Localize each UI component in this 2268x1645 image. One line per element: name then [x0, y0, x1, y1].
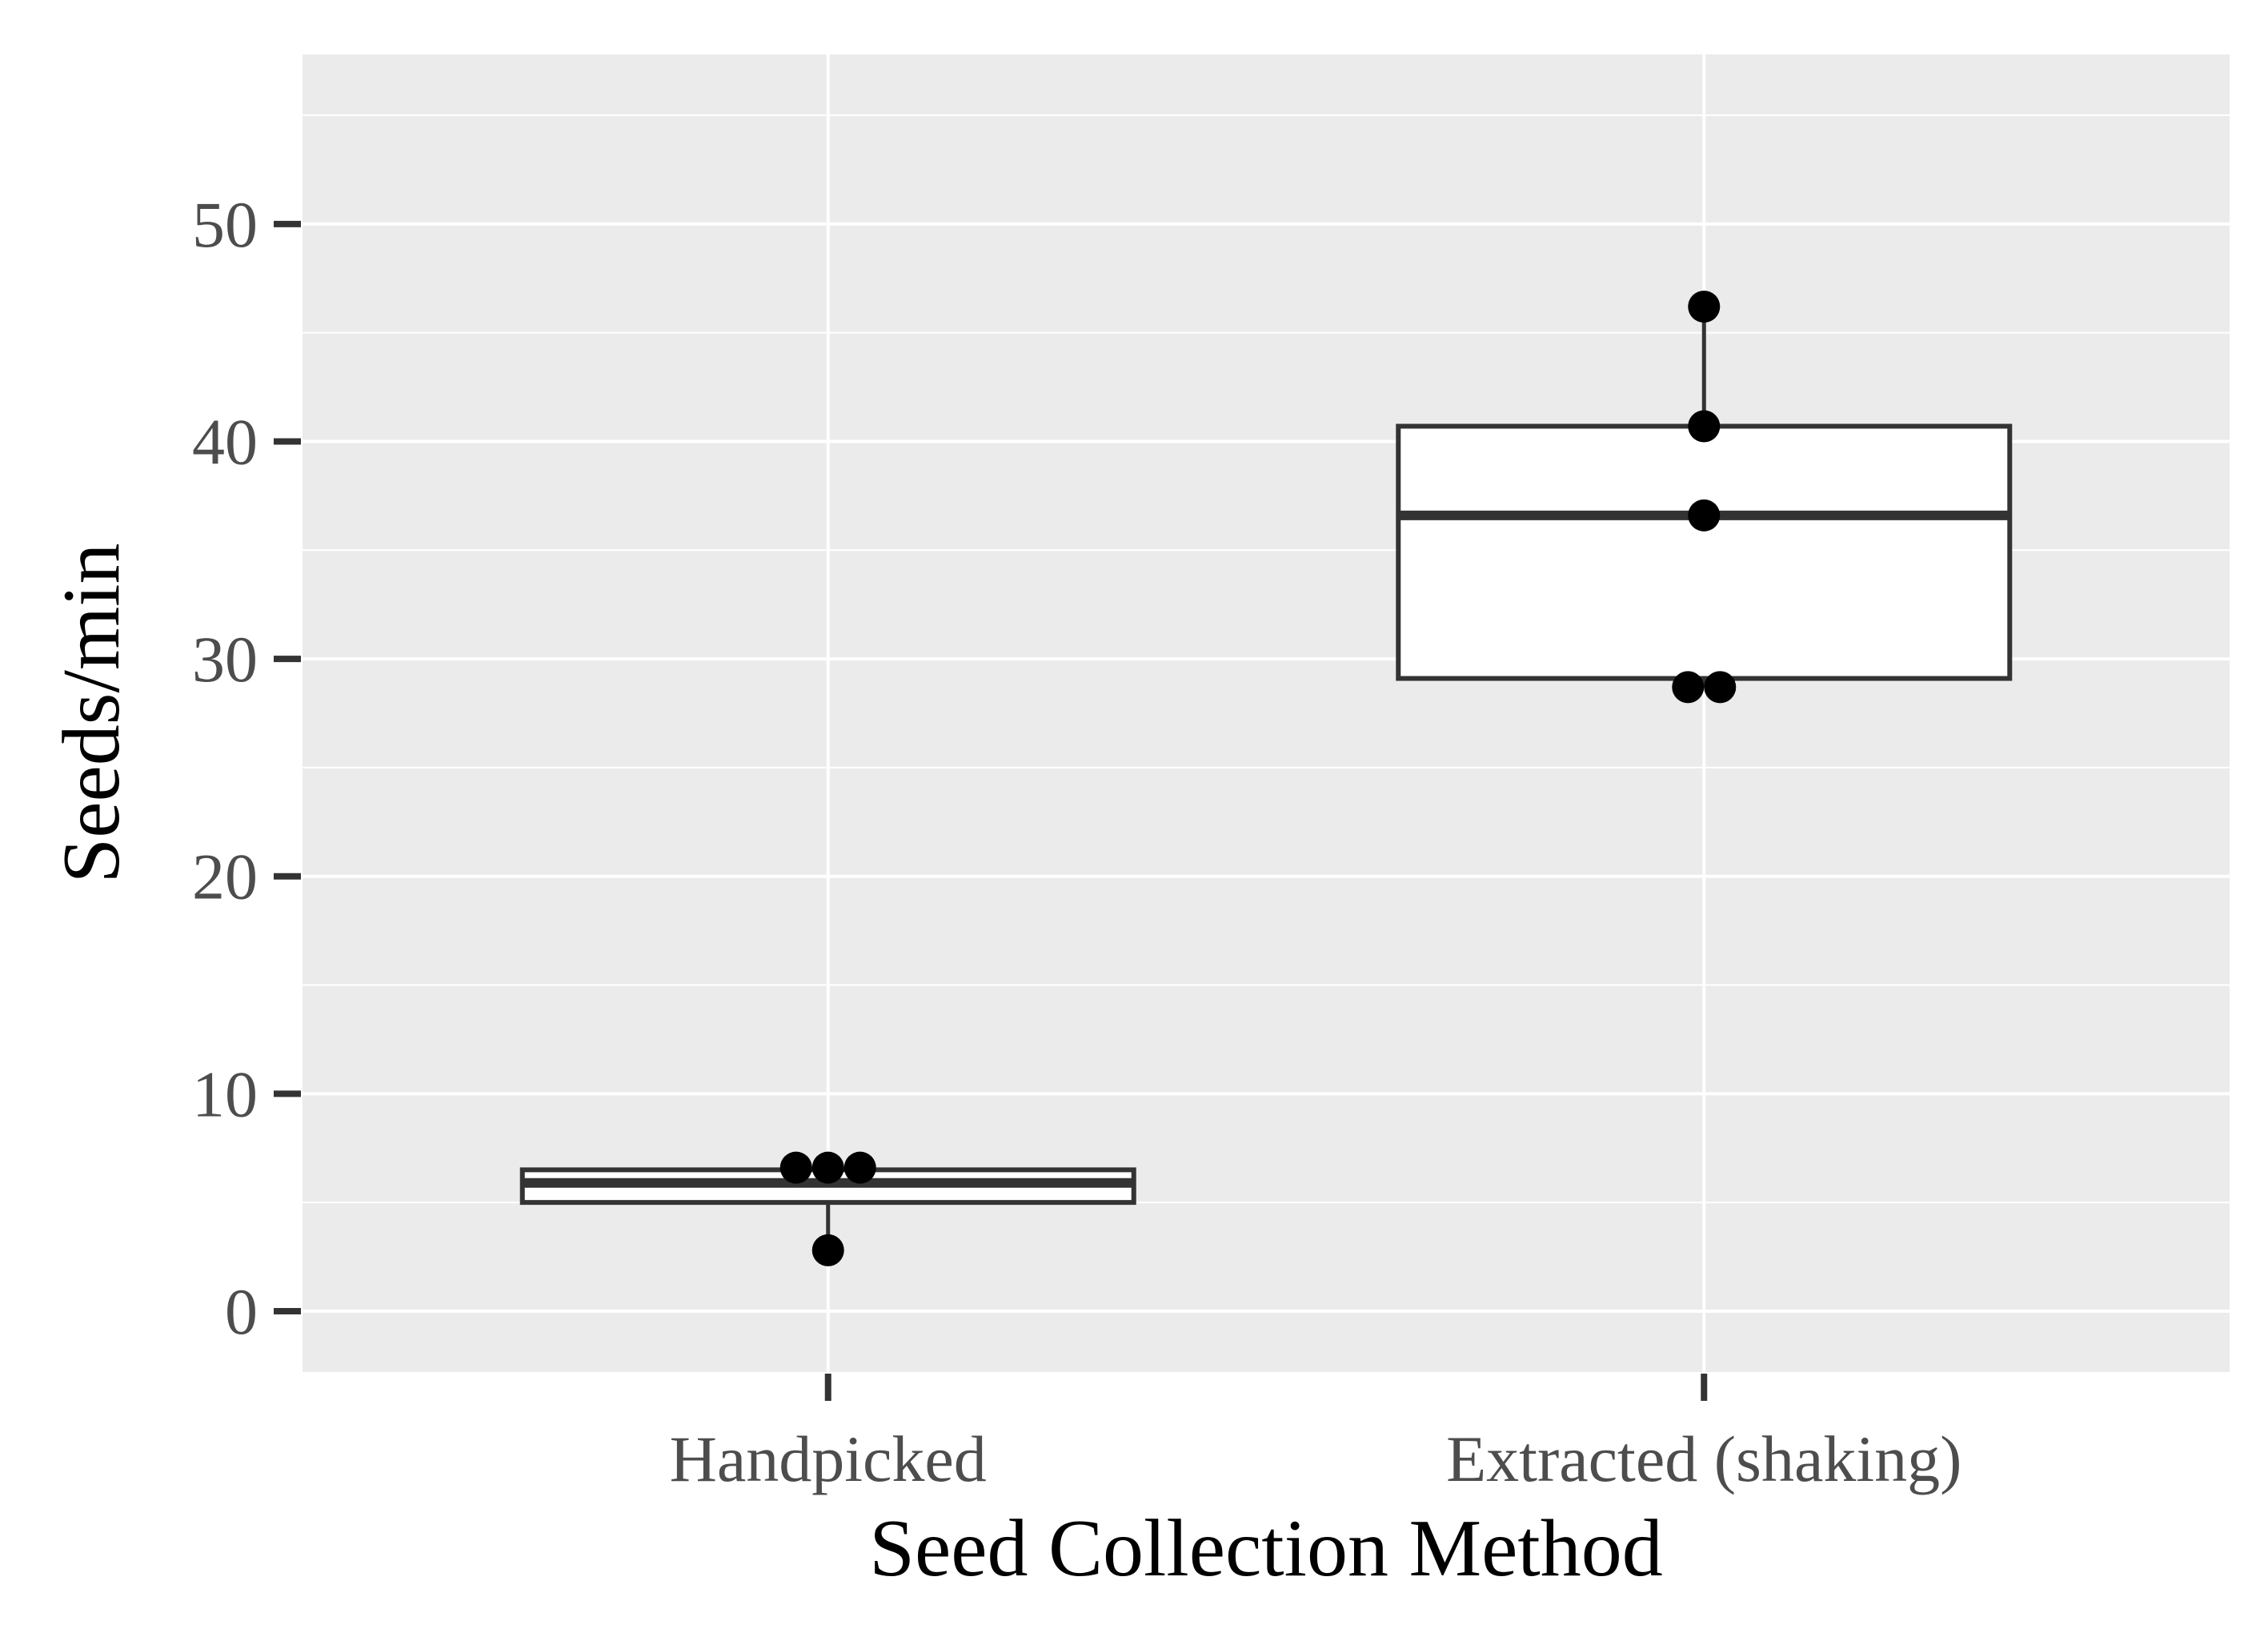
data-point [811, 1151, 844, 1184]
boxes [519, 307, 2013, 1250]
data-point [1688, 291, 1721, 323]
x-axis-title: Seed Collection Method [869, 1503, 1663, 1594]
y-tick-label: 20 [192, 841, 258, 913]
y-tick-label: 0 [225, 1275, 258, 1348]
x-tick-labels: Handpicked Extracted (shaking) [670, 1422, 1962, 1495]
data-point [1688, 499, 1721, 532]
axis-ticks [274, 220, 1708, 1401]
y-tick-label: 50 [192, 188, 258, 261]
data-point [811, 1234, 844, 1266]
y-tick-label: 40 [192, 405, 258, 478]
x-tick-label: Extracted (shaking) [1446, 1422, 1961, 1495]
y-axis-title: Seeds/min [46, 544, 137, 884]
x-tick-label: Handpicked [670, 1422, 987, 1495]
data-point [779, 1151, 812, 1184]
data-point [1704, 671, 1737, 704]
data-point [1688, 410, 1721, 443]
plot-panel [303, 54, 2230, 1372]
data-point [843, 1151, 876, 1184]
y-tick-labels: 0 10 20 30 40 50 [192, 188, 258, 1348]
y-tick-label: 10 [192, 1057, 258, 1130]
data-point [1672, 671, 1705, 704]
y-tick-label: 30 [192, 623, 258, 696]
data-points [779, 291, 1737, 1266]
box [1396, 423, 2013, 681]
